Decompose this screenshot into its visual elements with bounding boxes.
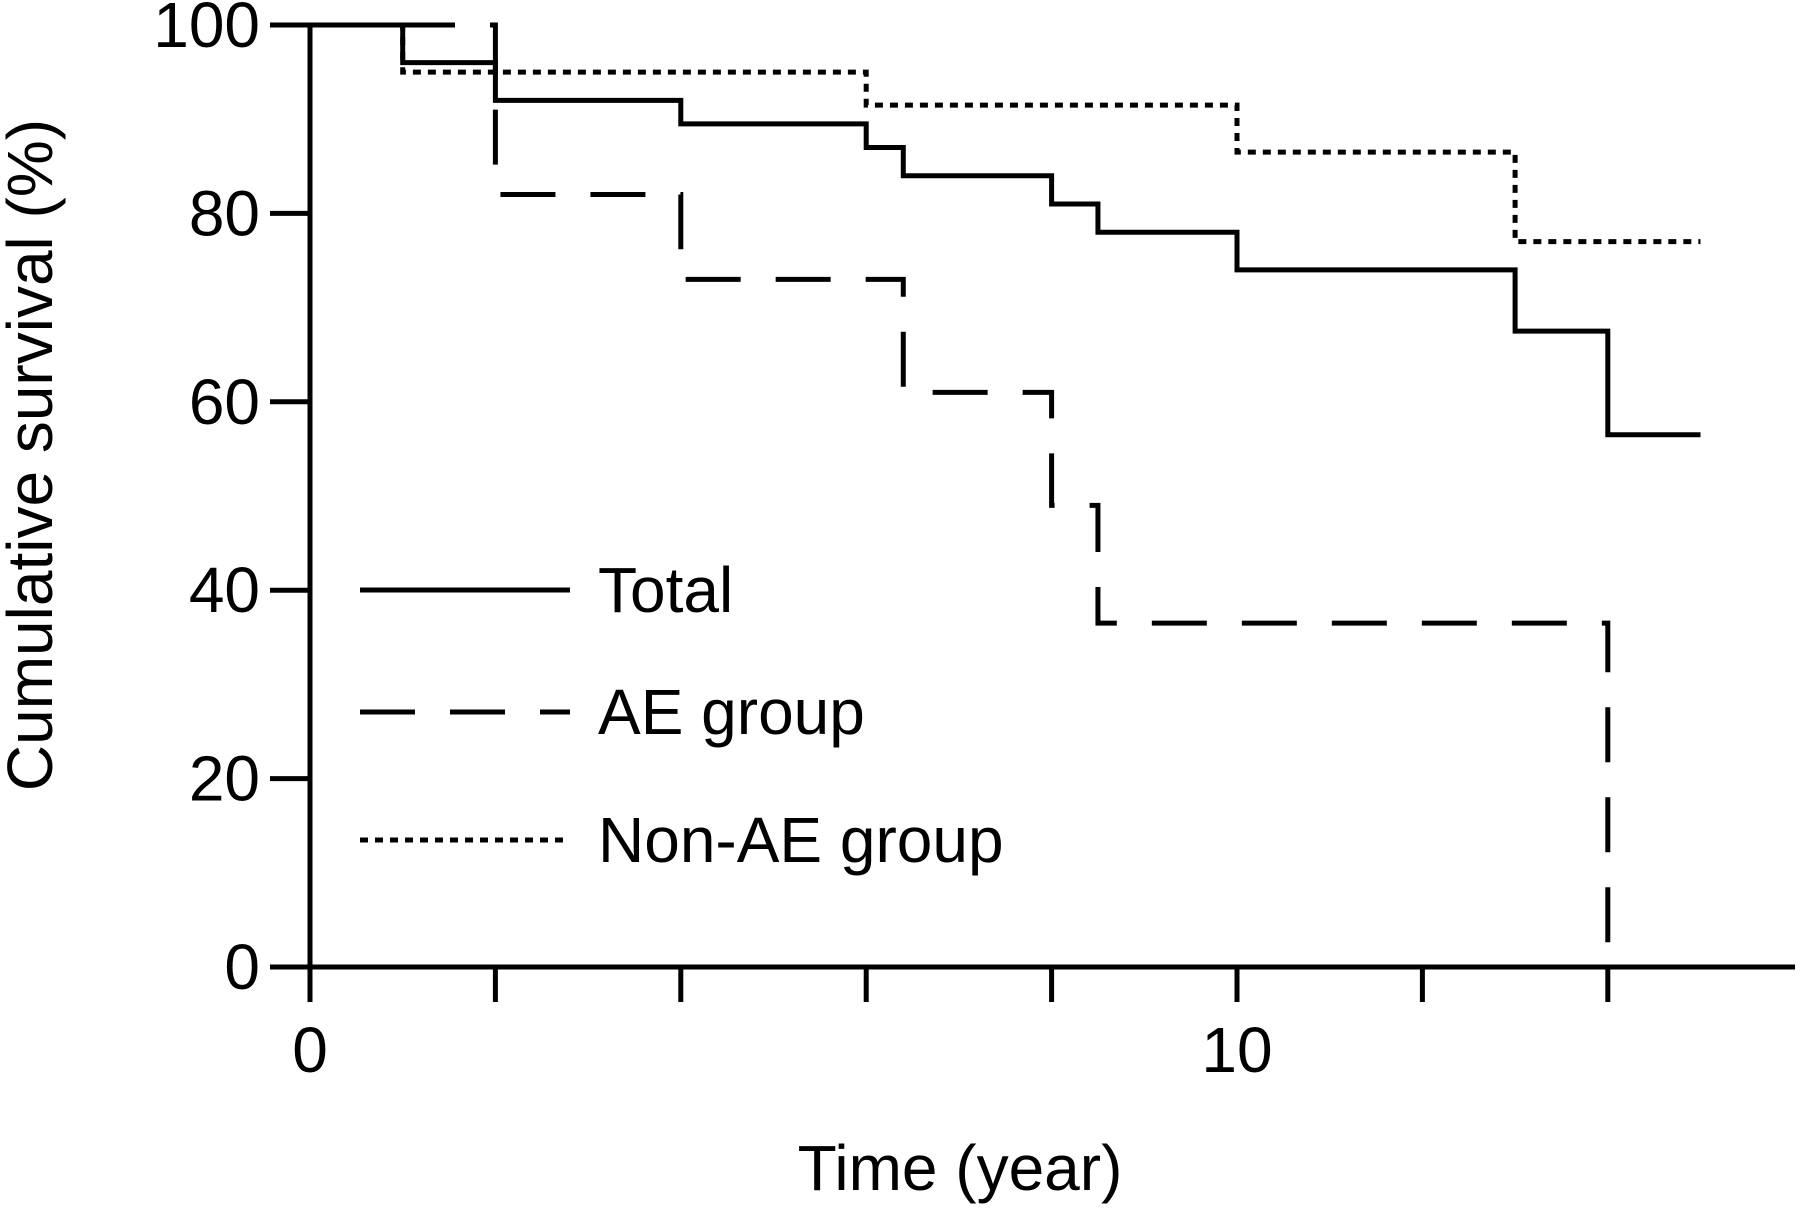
series-layer — [310, 22, 1701, 967]
series-line-ae-group — [310, 22, 1611, 967]
y-tick-label: 0 — [224, 931, 260, 1003]
y-tick-label: 40 — [189, 554, 260, 626]
series-line-total — [310, 22, 1701, 438]
x-ticks: 0 10 — [292, 967, 1611, 1086]
legend: Total AE group Non-AE group — [360, 554, 1004, 876]
y-ticks: 0 20 40 60 80 100 — [153, 0, 310, 1003]
x-axis-title: Time (year) — [798, 1132, 1123, 1204]
legend-label: Non-AE group — [598, 804, 1004, 876]
y-tick-label: 20 — [189, 743, 260, 815]
y-tick-label: 80 — [189, 177, 260, 249]
y-tick-label: 100 — [153, 0, 260, 61]
y-axis-title: Cumulative survival (%) — [0, 119, 66, 791]
legend-label: Total — [598, 554, 733, 626]
x-tick-label: 0 — [292, 1014, 328, 1086]
y-tick-label: 60 — [189, 366, 260, 438]
legend-label: AE group — [598, 676, 865, 748]
series-line-non-ae-group — [310, 22, 1701, 245]
x-tick-label: 10 — [1201, 1014, 1272, 1086]
axes — [270, 23, 1795, 1002]
